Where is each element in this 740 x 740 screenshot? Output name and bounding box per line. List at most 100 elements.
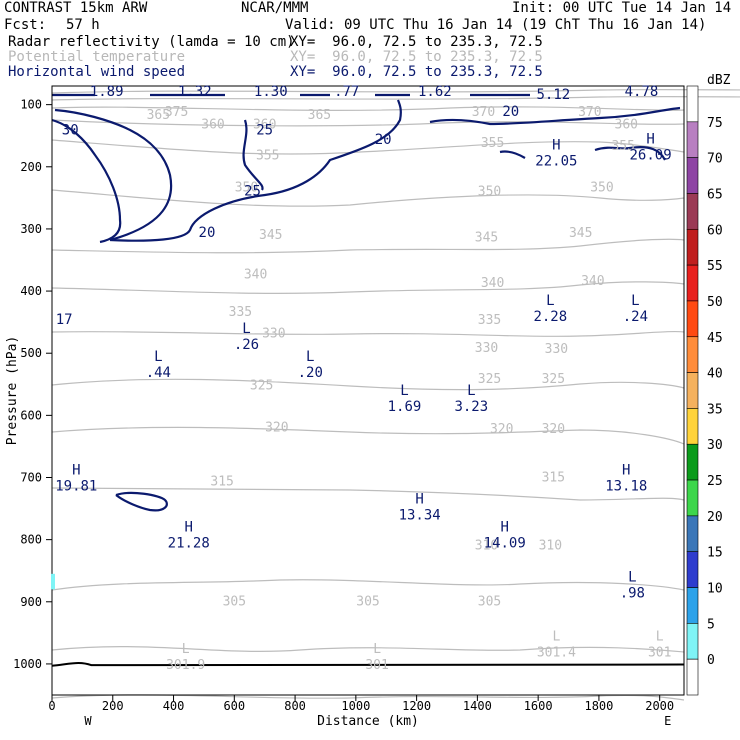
theta-label: 315: [542, 470, 565, 485]
wind-extremum-value: 2.28: [533, 309, 567, 325]
y-tick-label: 200: [20, 160, 42, 174]
theta-label: 375: [165, 105, 188, 120]
wind-label: 1.89: [90, 84, 124, 100]
colorbar-cell: [686, 300, 699, 338]
theta-label: 310: [539, 539, 562, 554]
wind-extremum-value: 1.69: [388, 399, 422, 415]
theta-contour-lines: [51, 88, 740, 701]
wind-label: 25: [244, 183, 261, 199]
colorbar-cell: [686, 587, 699, 624]
wind-label: 17: [56, 312, 73, 328]
colorbar-level-label: 65: [707, 187, 723, 202]
colorbar-level-label: 30: [707, 438, 723, 453]
wind-extremum-symbol: H: [72, 462, 80, 478]
wind-extremum-symbol: L: [154, 349, 162, 365]
wind-extremum-symbol: L: [631, 293, 639, 309]
x-tick-label: 400: [163, 699, 185, 713]
colorbar-cell: [686, 193, 699, 230]
theta-label: 360: [201, 117, 224, 132]
theta-label: 345: [569, 226, 592, 241]
wind-extremum-symbol: H: [415, 492, 423, 508]
wind-extremum-value: .20: [298, 365, 323, 381]
y-tick-label: 800: [20, 533, 42, 547]
wind-label: 20: [502, 104, 519, 120]
theta-label: 360: [615, 117, 638, 132]
theta-extremum-value: 301.4: [537, 645, 576, 660]
wind-extremum-value: .26: [234, 337, 259, 353]
wind-extremum-symbol: L: [467, 383, 475, 399]
x-tick-label: 200: [102, 699, 124, 713]
wind-extremum-symbol: H: [185, 520, 193, 536]
theta-label: 310: [475, 539, 498, 554]
y-tick-label: 700: [20, 471, 42, 485]
field2-xy: XY= 96.0, 72.5 to 235.3, 72.5: [290, 49, 543, 65]
colorbar-cell: [686, 443, 699, 481]
colorbar-cell: [686, 157, 699, 194]
theta-extremum-value: 301: [648, 645, 671, 660]
y-tick-label: 300: [20, 222, 42, 236]
colorbar-level-label: 20: [707, 510, 723, 525]
wind-extremum-value: 21.28: [168, 536, 210, 552]
theta-label: 335: [229, 305, 252, 320]
theta-label: 330: [475, 341, 498, 356]
theta-label: 370: [472, 105, 495, 120]
plot-frame: [51, 85, 685, 696]
x-end-label-east: E: [664, 714, 671, 728]
wind-extremum-symbol: L: [546, 293, 554, 309]
wind-extremum-symbol: H: [552, 137, 560, 153]
colorbar-unit: dBZ: [707, 73, 731, 88]
wind-label: 1.62: [418, 84, 452, 100]
y-tick-label: 100: [20, 98, 42, 112]
theta-label: 340: [244, 268, 267, 283]
theta-label: 365: [308, 108, 331, 123]
wind-label: 30: [62, 123, 79, 139]
colorbar-level-label: 10: [707, 582, 723, 597]
theta-label: 340: [581, 274, 604, 289]
colorbar-level-label: 5: [707, 617, 715, 632]
wind-speed-contour-lines: [51, 93, 681, 512]
theta-label: 305: [478, 595, 501, 610]
field3-xy: XY= 96.0, 72.5 to 235.3, 72.5: [290, 64, 543, 80]
wind-extremum-symbol: H: [646, 131, 654, 147]
init-time: Init: 00 UTC Tue 14 Jan 14: [512, 0, 732, 16]
wind-extremum-value: .44: [146, 365, 171, 381]
theta-label: 355: [256, 148, 279, 163]
y-tick-label: 400: [20, 284, 42, 298]
field3-name: Horizontal wind speed: [8, 64, 186, 80]
theta-label: 305: [356, 595, 379, 610]
wind-extremum-value: 13.34: [399, 508, 441, 524]
model-title: CONTRAST 15km ARW: [4, 0, 148, 16]
theta-extremum-symbol: L: [182, 642, 190, 657]
wind-extremum-value: 3.23: [454, 399, 488, 415]
x-tick-label: 2000: [645, 699, 674, 713]
wind-extremum-symbol: L: [628, 569, 636, 585]
wind-extremum-symbol: L: [400, 383, 408, 399]
colorbar-cell: [686, 121, 699, 158]
x-tick-label: 800: [284, 699, 306, 713]
x-tick-label: 1800: [584, 699, 613, 713]
colorbar-level-label: 15: [707, 546, 723, 561]
theta-label: 370: [578, 105, 601, 120]
theta-label: 325: [250, 378, 273, 393]
theta-label: 330: [262, 327, 285, 342]
theta-extremum-symbol: L: [373, 642, 381, 657]
x-tick-label: 1000: [341, 699, 370, 713]
colorbar-cell: [686, 479, 699, 517]
wind-extremum-value: .24: [623, 309, 648, 325]
wind-label: 5.12: [536, 87, 570, 103]
wind-extremum-value: 14.09: [484, 536, 526, 552]
colorbar-cell: [686, 658, 699, 696]
theta-label: 345: [475, 230, 498, 245]
wind-label: 4.78: [625, 84, 659, 100]
reflectivity-patch: [51, 573, 55, 590]
wind-extremum-symbol: H: [622, 462, 630, 478]
colorbar-cell: [686, 85, 699, 123]
wind-extremum-symbol: L: [242, 321, 250, 337]
theta-label: 305: [223, 595, 246, 610]
fcst-value: 57 h: [66, 17, 100, 33]
y-tick-label: 500: [20, 346, 42, 360]
colorbar-level-label: 55: [707, 259, 723, 274]
colorbar-cell: [686, 372, 699, 409]
field1-xy: XY= 96.0, 72.5 to 235.3, 72.5: [290, 34, 543, 50]
